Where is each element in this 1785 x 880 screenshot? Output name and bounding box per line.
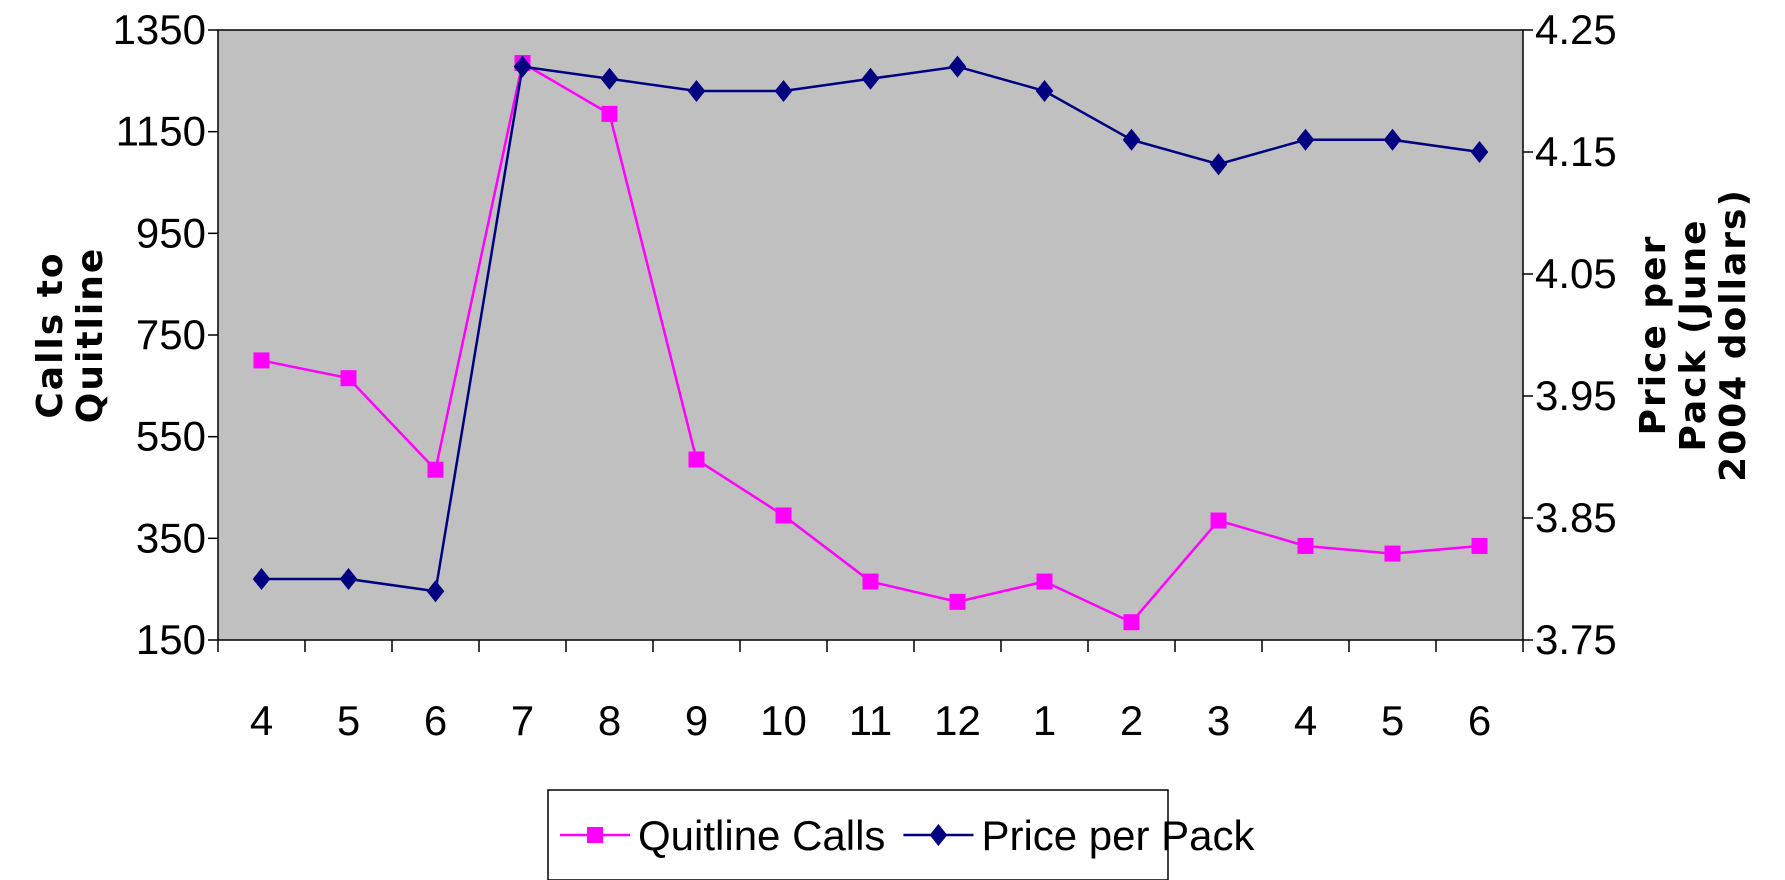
y-right-tick-label: 3.75 (1535, 616, 1617, 663)
x-tick-label: 4 (250, 697, 273, 744)
x-tick-label: 11 (849, 697, 893, 744)
y-left-tick-label: 750 (136, 311, 206, 358)
price-per-pack-point (252, 568, 271, 590)
axes (208, 29, 1533, 652)
legend-marker-price-per-pack (929, 824, 948, 846)
price-per-pack-point (1035, 80, 1054, 102)
y-left-tick-label: 550 (136, 413, 206, 460)
legend-marker-quitline-calls (587, 827, 603, 843)
y-right-axis-title-line: 2004 dollars) (1713, 188, 1754, 482)
price-per-pack-point (1470, 141, 1489, 163)
y-left-axis-title-line: Calls to (30, 251, 71, 418)
y-right-tick-label: 3.85 (1535, 494, 1617, 541)
x-tick-label: 6 (1468, 697, 1491, 744)
x-tick-label: 1 (1033, 697, 1056, 744)
price-per-pack-point (426, 580, 445, 603)
x-tick-label: 5 (337, 697, 360, 744)
price-per-pack-point (513, 55, 532, 78)
price-per-pack-point (861, 67, 880, 90)
quitline-calls-point (688, 451, 705, 468)
x-tick-label: 5 (1381, 697, 1404, 744)
price-per-pack-point (1383, 128, 1402, 151)
legend-label-quitline-calls: Quitline Calls (638, 812, 885, 859)
x-tick-label: 6 (424, 697, 447, 744)
y-right-tick-label: 4.05 (1535, 250, 1617, 297)
quitline-calls-point (253, 352, 270, 369)
price-per-pack-point (774, 80, 793, 102)
x-tick-label: 7 (511, 697, 534, 744)
price-per-pack-point (339, 568, 358, 590)
legend: Quitline Calls Price per Pack (547, 789, 1256, 880)
x-tick-label: 9 (685, 697, 708, 744)
x-tick-label: 3 (1207, 697, 1230, 744)
quitline-calls-point (1036, 573, 1053, 590)
x-tick-label: 4 (1294, 697, 1317, 744)
y-right-axis-title-line: Price per (1633, 235, 1674, 436)
x-tick-label: 2 (1120, 697, 1143, 744)
quitline-calls-point (427, 461, 444, 478)
axis-labels: 150 350 550 750 950 1150 1350 3.75 3.85 3.95 4.05 4… (30, 6, 1754, 744)
series-layer (252, 55, 1489, 631)
price-per-pack-point (600, 67, 619, 90)
y-right-tick-label: 3.95 (1535, 372, 1617, 419)
y-right-axis-title: Price perPack (June2004 dollars) (1633, 188, 1754, 482)
y-left-tick-label: 150 (136, 616, 206, 663)
quitline-calls-point (1471, 537, 1488, 554)
y-right-tick-label: 4.25 (1535, 6, 1617, 53)
legend-box (547, 789, 1169, 880)
quitline-calls-point (340, 370, 357, 387)
price-per-pack-point (1122, 128, 1141, 151)
legend-label-price-per-pack: Price per Pack (981, 812, 1255, 859)
quitline-calls-point (1297, 537, 1314, 554)
quitline-calls-point (1123, 614, 1140, 631)
x-tick-label: 8 (598, 697, 621, 744)
quitline-calls-point (1210, 512, 1227, 529)
price-per-pack-point (1209, 153, 1228, 176)
y-left-tick-label: 1350 (113, 6, 206, 53)
y-right-axis-title-line: Pack (June (1673, 218, 1714, 451)
price-per-pack-point (1296, 128, 1315, 151)
y-left-axis-title-line: Quitline (70, 247, 111, 424)
y-left-tick-label: 350 (136, 514, 206, 561)
quitline-calls-point (601, 105, 618, 122)
y-right-tick-label: 4.15 (1535, 128, 1617, 175)
y-left-tick-label: 950 (136, 209, 206, 256)
x-tick-label: 10 (760, 697, 807, 744)
x-tick-label: 12 (934, 697, 981, 744)
quitline-calls-point (1384, 545, 1401, 562)
y-left-tick-label: 1150 (116, 108, 206, 155)
price-per-pack-point (948, 55, 967, 78)
price-per-pack-point (687, 80, 706, 102)
quitline-calls-point (862, 573, 879, 590)
quitline-calls-point (949, 593, 966, 610)
quitline-calls-point (775, 507, 792, 524)
y-left-axis-title: Calls toQuitline (30, 247, 111, 424)
